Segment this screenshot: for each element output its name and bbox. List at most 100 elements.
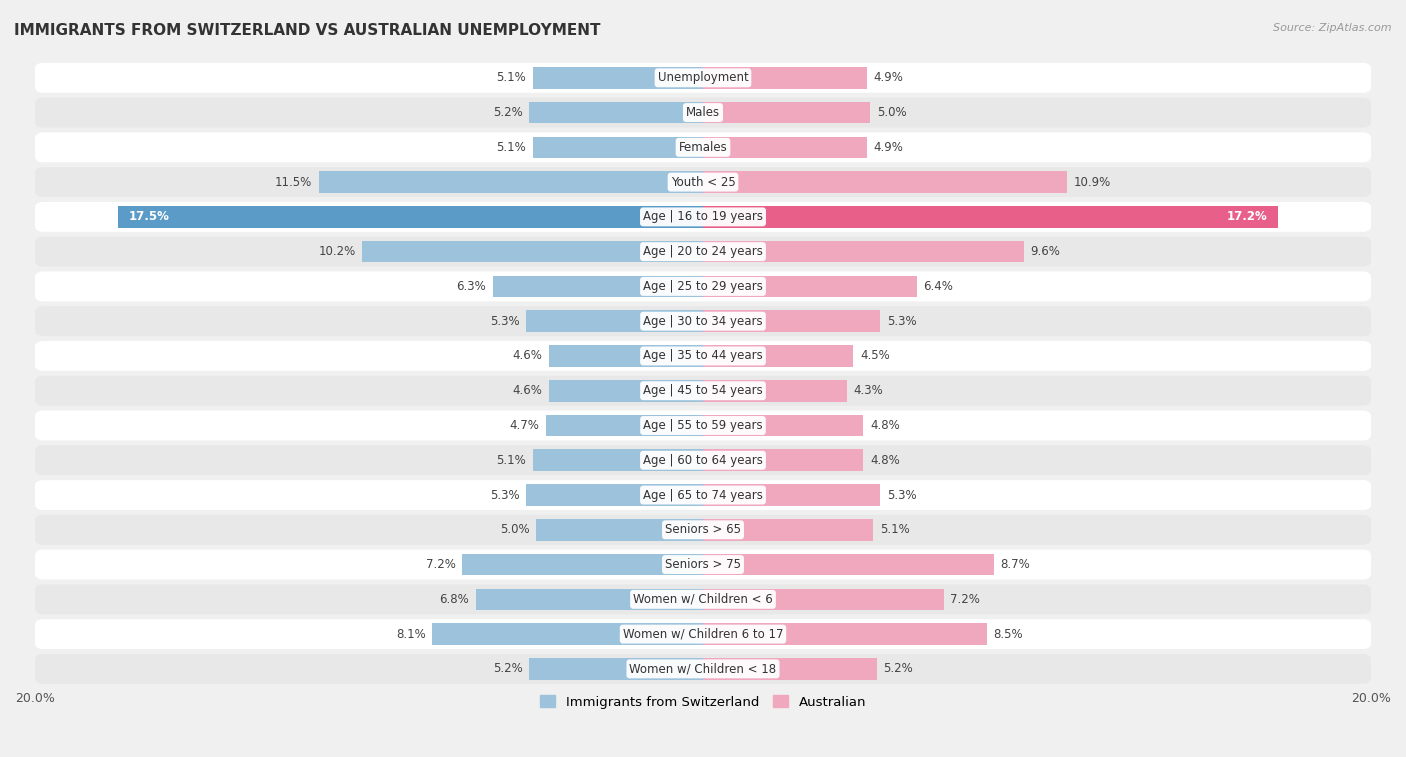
- FancyBboxPatch shape: [34, 480, 1372, 510]
- Bar: [363, 241, 703, 263]
- FancyBboxPatch shape: [34, 410, 1372, 441]
- FancyBboxPatch shape: [34, 375, 1372, 406]
- Text: 4.6%: 4.6%: [513, 350, 543, 363]
- FancyBboxPatch shape: [34, 63, 1372, 93]
- Bar: [703, 484, 880, 506]
- Bar: [703, 450, 863, 471]
- Text: 5.3%: 5.3%: [489, 315, 519, 328]
- Text: Age | 16 to 19 years: Age | 16 to 19 years: [643, 210, 763, 223]
- Bar: [533, 67, 703, 89]
- Legend: Immigrants from Switzerland, Australian: Immigrants from Switzerland, Australian: [534, 690, 872, 714]
- FancyBboxPatch shape: [34, 515, 1372, 545]
- FancyBboxPatch shape: [34, 132, 1372, 162]
- FancyBboxPatch shape: [34, 202, 1372, 232]
- Text: 6.3%: 6.3%: [456, 280, 486, 293]
- FancyBboxPatch shape: [34, 307, 1372, 336]
- Text: 5.2%: 5.2%: [883, 662, 912, 675]
- Bar: [433, 623, 703, 645]
- Bar: [492, 276, 703, 298]
- Text: Age | 60 to 64 years: Age | 60 to 64 years: [643, 453, 763, 467]
- Bar: [703, 136, 866, 158]
- Text: 5.1%: 5.1%: [496, 141, 526, 154]
- Text: 10.2%: 10.2%: [318, 245, 356, 258]
- FancyBboxPatch shape: [34, 654, 1372, 684]
- Text: 5.1%: 5.1%: [496, 453, 526, 467]
- Text: 5.1%: 5.1%: [880, 523, 910, 536]
- Text: Youth < 25: Youth < 25: [671, 176, 735, 188]
- Bar: [703, 241, 1024, 263]
- Bar: [703, 588, 943, 610]
- Text: 4.7%: 4.7%: [509, 419, 540, 432]
- Text: Women w/ Children < 6: Women w/ Children < 6: [633, 593, 773, 606]
- Text: 6.8%: 6.8%: [440, 593, 470, 606]
- Bar: [546, 415, 703, 436]
- Bar: [463, 554, 703, 575]
- Bar: [550, 345, 703, 366]
- Text: 6.4%: 6.4%: [924, 280, 953, 293]
- FancyBboxPatch shape: [34, 341, 1372, 371]
- Bar: [703, 415, 863, 436]
- Text: 5.2%: 5.2%: [494, 662, 523, 675]
- FancyBboxPatch shape: [34, 167, 1372, 197]
- Text: IMMIGRANTS FROM SWITZERLAND VS AUSTRALIAN UNEMPLOYMENT: IMMIGRANTS FROM SWITZERLAND VS AUSTRALIA…: [14, 23, 600, 38]
- Text: Seniors > 65: Seniors > 65: [665, 523, 741, 536]
- Bar: [703, 310, 880, 332]
- Text: Age | 45 to 54 years: Age | 45 to 54 years: [643, 385, 763, 397]
- Text: 8.5%: 8.5%: [994, 628, 1024, 640]
- Bar: [703, 171, 1067, 193]
- Text: Source: ZipAtlas.com: Source: ZipAtlas.com: [1274, 23, 1392, 33]
- Bar: [703, 276, 917, 298]
- Bar: [526, 484, 703, 506]
- Bar: [703, 206, 1278, 228]
- FancyBboxPatch shape: [34, 584, 1372, 614]
- Text: 7.2%: 7.2%: [426, 558, 456, 571]
- FancyBboxPatch shape: [34, 237, 1372, 266]
- Bar: [703, 623, 987, 645]
- Text: 4.9%: 4.9%: [873, 71, 903, 84]
- Text: 8.1%: 8.1%: [396, 628, 426, 640]
- Text: 5.0%: 5.0%: [499, 523, 529, 536]
- Text: Age | 55 to 59 years: Age | 55 to 59 years: [643, 419, 763, 432]
- Text: 4.8%: 4.8%: [870, 419, 900, 432]
- FancyBboxPatch shape: [34, 272, 1372, 301]
- Text: 4.5%: 4.5%: [860, 350, 890, 363]
- Bar: [533, 450, 703, 471]
- FancyBboxPatch shape: [34, 98, 1372, 127]
- Text: Age | 35 to 44 years: Age | 35 to 44 years: [643, 350, 763, 363]
- Text: Males: Males: [686, 106, 720, 119]
- Text: 5.3%: 5.3%: [887, 488, 917, 502]
- Text: Women w/ Children 6 to 17: Women w/ Children 6 to 17: [623, 628, 783, 640]
- FancyBboxPatch shape: [34, 619, 1372, 649]
- Bar: [703, 101, 870, 123]
- Bar: [529, 101, 703, 123]
- Text: 8.7%: 8.7%: [1000, 558, 1031, 571]
- FancyBboxPatch shape: [34, 550, 1372, 580]
- Bar: [703, 380, 846, 401]
- Text: 9.6%: 9.6%: [1031, 245, 1060, 258]
- Bar: [550, 380, 703, 401]
- Text: Age | 65 to 74 years: Age | 65 to 74 years: [643, 488, 763, 502]
- Text: Seniors > 75: Seniors > 75: [665, 558, 741, 571]
- Text: 10.9%: 10.9%: [1074, 176, 1111, 188]
- Text: 5.3%: 5.3%: [887, 315, 917, 328]
- Text: Age | 25 to 29 years: Age | 25 to 29 years: [643, 280, 763, 293]
- Text: 4.8%: 4.8%: [870, 453, 900, 467]
- Bar: [118, 206, 703, 228]
- Text: 17.2%: 17.2%: [1227, 210, 1268, 223]
- Bar: [529, 658, 703, 680]
- Bar: [526, 310, 703, 332]
- Text: Women w/ Children < 18: Women w/ Children < 18: [630, 662, 776, 675]
- Text: Age | 20 to 24 years: Age | 20 to 24 years: [643, 245, 763, 258]
- Text: 5.0%: 5.0%: [877, 106, 907, 119]
- Bar: [703, 67, 866, 89]
- Text: 5.1%: 5.1%: [496, 71, 526, 84]
- Bar: [703, 554, 994, 575]
- Bar: [703, 345, 853, 366]
- Bar: [703, 658, 877, 680]
- Bar: [475, 588, 703, 610]
- Bar: [319, 171, 703, 193]
- Text: 5.2%: 5.2%: [494, 106, 523, 119]
- FancyBboxPatch shape: [34, 445, 1372, 475]
- Text: 4.3%: 4.3%: [853, 385, 883, 397]
- Bar: [703, 519, 873, 540]
